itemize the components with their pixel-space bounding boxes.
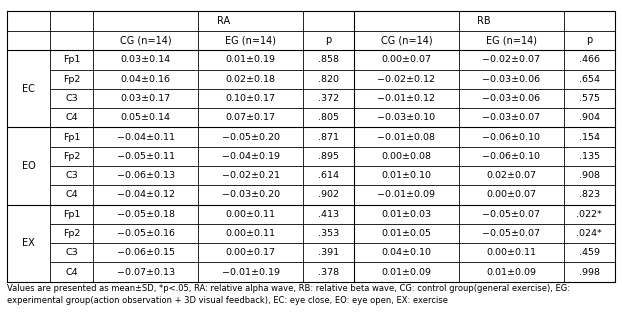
Text: 0.00±0.11: 0.00±0.11	[486, 248, 536, 257]
Text: CG (n=14): CG (n=14)	[120, 35, 172, 45]
Text: p: p	[586, 35, 592, 45]
Text: 0.00±0.07: 0.00±0.07	[381, 55, 431, 64]
Text: −0.03±0.06: −0.03±0.06	[482, 75, 541, 84]
Text: C4: C4	[65, 113, 78, 122]
Text: Values are presented as mean±SD, *p<.05, RA: relative alpha wave, RB: relative b: Values are presented as mean±SD, *p<.05,…	[7, 284, 570, 305]
Text: 0.01±0.10: 0.01±0.10	[381, 171, 431, 180]
Text: C4: C4	[65, 190, 78, 199]
Text: .022*: .022*	[577, 210, 602, 219]
Text: .902: .902	[318, 190, 339, 199]
Text: 0.01±0.03: 0.01±0.03	[381, 210, 432, 219]
Text: 0.00±0.11: 0.00±0.11	[226, 210, 276, 219]
Text: −0.03±0.06: −0.03±0.06	[482, 94, 541, 103]
Text: 0.05±0.14: 0.05±0.14	[121, 113, 170, 122]
Text: .391: .391	[318, 248, 339, 257]
Text: −0.04±0.19: −0.04±0.19	[221, 152, 280, 161]
Text: −0.02±0.12: −0.02±0.12	[378, 75, 435, 84]
Text: .413: .413	[318, 210, 339, 219]
Text: −0.01±0.08: −0.01±0.08	[378, 133, 435, 142]
Text: −0.06±0.15: −0.06±0.15	[116, 248, 175, 257]
Text: 0.03±0.14: 0.03±0.14	[121, 55, 170, 64]
Text: .904: .904	[578, 113, 600, 122]
Text: −0.06±0.10: −0.06±0.10	[483, 133, 541, 142]
Text: .805: .805	[318, 113, 339, 122]
Text: Fp1: Fp1	[63, 133, 80, 142]
Text: .895: .895	[318, 152, 339, 161]
Text: 0.01±0.09: 0.01±0.09	[381, 268, 431, 277]
Text: .908: .908	[578, 171, 600, 180]
Text: Fp2: Fp2	[63, 75, 80, 84]
Text: .998: .998	[578, 268, 600, 277]
Text: 0.00±0.11: 0.00±0.11	[226, 229, 276, 238]
Text: .871: .871	[318, 133, 339, 142]
Text: 0.02±0.07: 0.02±0.07	[486, 171, 536, 180]
Text: 0.01±0.05: 0.01±0.05	[381, 229, 431, 238]
Text: −0.05±0.18: −0.05±0.18	[116, 210, 175, 219]
Text: −0.05±0.20: −0.05±0.20	[221, 133, 280, 142]
Text: EO: EO	[22, 161, 35, 171]
Text: C3: C3	[65, 94, 78, 103]
Text: 0.01±0.19: 0.01±0.19	[226, 55, 276, 64]
Text: RA: RA	[217, 16, 230, 26]
Text: .820: .820	[318, 75, 339, 84]
Text: −0.03±0.20: −0.03±0.20	[221, 190, 280, 199]
Text: −0.05±0.07: −0.05±0.07	[483, 229, 541, 238]
Text: .575: .575	[578, 94, 600, 103]
Text: EC: EC	[22, 84, 35, 94]
Text: −0.02±0.21: −0.02±0.21	[221, 171, 280, 180]
Text: RB: RB	[477, 16, 491, 26]
Text: Fp2: Fp2	[63, 152, 80, 161]
Text: C4: C4	[65, 268, 78, 277]
Text: −0.02±0.07: −0.02±0.07	[483, 55, 541, 64]
Text: EG (n=14): EG (n=14)	[486, 35, 537, 45]
Text: .378: .378	[318, 268, 339, 277]
Text: .154: .154	[578, 133, 600, 142]
Text: .024*: .024*	[577, 229, 602, 238]
Text: 0.00±0.08: 0.00±0.08	[381, 152, 431, 161]
Text: 0.01±0.09: 0.01±0.09	[486, 268, 536, 277]
Text: 0.00±0.07: 0.00±0.07	[486, 190, 536, 199]
Text: 0.04±0.10: 0.04±0.10	[381, 248, 431, 257]
Text: −0.04±0.12: −0.04±0.12	[116, 190, 175, 199]
Text: −0.01±0.19: −0.01±0.19	[221, 268, 280, 277]
Text: .823: .823	[578, 190, 600, 199]
Text: .858: .858	[318, 55, 339, 64]
Text: C3: C3	[65, 171, 78, 180]
Text: CG (n=14): CG (n=14)	[381, 35, 432, 45]
Text: .135: .135	[578, 152, 600, 161]
Text: C3: C3	[65, 248, 78, 257]
Text: Fp1: Fp1	[63, 55, 80, 64]
Text: EG (n=14): EG (n=14)	[225, 35, 276, 45]
Text: .614: .614	[318, 171, 339, 180]
Text: 0.02±0.18: 0.02±0.18	[226, 75, 276, 84]
Text: −0.05±0.07: −0.05±0.07	[483, 210, 541, 219]
Text: .372: .372	[318, 94, 339, 103]
Text: Fp1: Fp1	[63, 210, 80, 219]
Text: −0.03±0.10: −0.03±0.10	[378, 113, 435, 122]
Text: 0.00±0.17: 0.00±0.17	[226, 248, 276, 257]
Text: 0.07±0.17: 0.07±0.17	[226, 113, 276, 122]
Text: −0.05±0.16: −0.05±0.16	[116, 229, 175, 238]
Text: .353: .353	[318, 229, 339, 238]
Text: p: p	[325, 35, 332, 45]
Text: 0.04±0.16: 0.04±0.16	[121, 75, 170, 84]
Text: −0.05±0.11: −0.05±0.11	[116, 152, 175, 161]
Text: −0.01±0.09: −0.01±0.09	[378, 190, 435, 199]
Text: .459: .459	[578, 248, 600, 257]
Text: −0.06±0.13: −0.06±0.13	[116, 171, 175, 180]
Text: −0.01±0.12: −0.01±0.12	[378, 94, 435, 103]
Text: −0.04±0.11: −0.04±0.11	[116, 133, 175, 142]
Text: EX: EX	[22, 238, 35, 248]
Text: −0.07±0.13: −0.07±0.13	[116, 268, 175, 277]
Text: .654: .654	[578, 75, 600, 84]
Text: 0.03±0.17: 0.03±0.17	[121, 94, 170, 103]
Text: −0.06±0.10: −0.06±0.10	[483, 152, 541, 161]
Text: −0.03±0.07: −0.03±0.07	[482, 113, 541, 122]
Text: Fp2: Fp2	[63, 229, 80, 238]
Text: .466: .466	[578, 55, 600, 64]
Text: 0.10±0.17: 0.10±0.17	[226, 94, 276, 103]
